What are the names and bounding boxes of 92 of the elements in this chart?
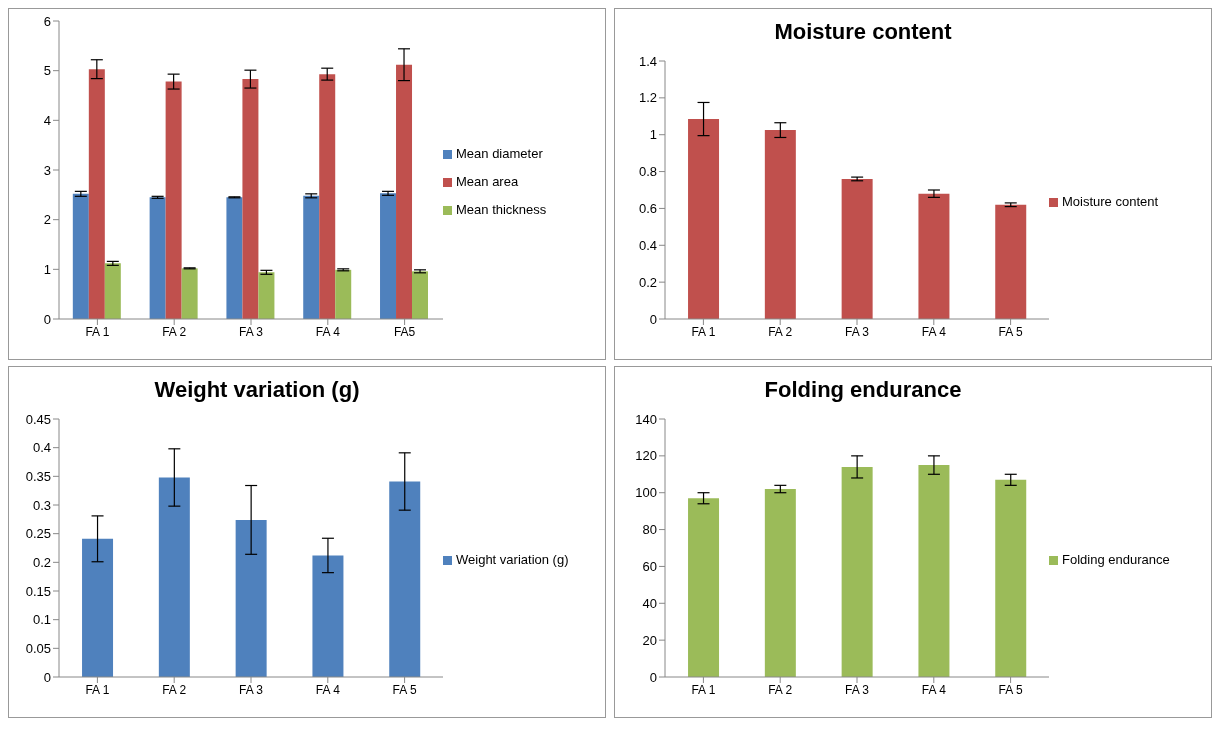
x-tick-label: FA 2 xyxy=(162,324,187,339)
x-tick-label: FA 4 xyxy=(921,682,947,697)
y-tick-label: 0.8 xyxy=(638,164,657,180)
x-tick-label: FA 3 xyxy=(238,682,264,697)
x-tick-label: FA 5 xyxy=(998,682,1023,697)
bar xyxy=(389,481,421,677)
bar xyxy=(88,69,105,319)
legend-label: Mean thickness xyxy=(456,201,547,217)
legend-label: Folding endurance xyxy=(1062,551,1170,567)
y-tick-label: 0.3 xyxy=(32,497,51,513)
legend-label: Mean diameter xyxy=(456,145,543,161)
y-tick-label: 0 xyxy=(649,311,657,327)
y-tick-label: 0 xyxy=(43,311,51,327)
y-tick-label: 100 xyxy=(635,485,657,501)
y-tick-label: 0.15 xyxy=(25,583,51,599)
y-tick-label: 140 xyxy=(635,411,657,427)
y-tick-label: 0.35 xyxy=(25,468,51,484)
bar xyxy=(412,271,429,319)
y-tick-label: 0 xyxy=(649,669,657,685)
x-tick-label: FA 1 xyxy=(691,324,716,339)
x-tick-label: FA 4 xyxy=(315,324,341,339)
x-tick-label: FA 2 xyxy=(768,324,793,339)
bar xyxy=(380,193,397,319)
x-tick-label: FA 4 xyxy=(921,324,947,339)
bar xyxy=(242,79,259,319)
chart-title: Moisture content xyxy=(773,18,953,46)
bar xyxy=(688,119,720,319)
x-tick-label: FA5 xyxy=(393,324,416,339)
bar xyxy=(104,263,121,319)
y-tick-label: 1 xyxy=(649,127,657,143)
bar xyxy=(158,477,190,677)
y-tick-label: 6 xyxy=(43,13,51,29)
y-tick-label: 0.05 xyxy=(25,640,51,656)
y-tick-label: 4 xyxy=(43,112,51,128)
bar xyxy=(258,272,275,319)
legend-label: Moisture content xyxy=(1062,193,1159,209)
bar xyxy=(918,193,950,319)
x-tick-label: FA 5 xyxy=(392,682,417,697)
y-tick-label: 0.4 xyxy=(638,237,657,253)
y-tick-label: 0 xyxy=(43,669,51,685)
bar xyxy=(764,130,796,319)
bar xyxy=(72,193,89,319)
bar xyxy=(303,195,320,319)
bar xyxy=(995,204,1027,319)
y-tick-label: 60 xyxy=(642,559,657,575)
y-tick-label: 0.2 xyxy=(32,554,51,570)
chart-title: Folding endurance xyxy=(763,376,963,404)
y-tick-label: 80 xyxy=(642,522,657,538)
bar xyxy=(841,178,873,319)
legend-label: Weight variation (g) xyxy=(456,551,569,567)
bar xyxy=(319,74,336,319)
bar xyxy=(995,479,1027,677)
chart-title: Weight variation (g) xyxy=(153,376,361,404)
bar xyxy=(688,498,720,677)
y-tick-label: 120 xyxy=(635,448,657,464)
x-tick-label: FA 3 xyxy=(238,324,264,339)
x-tick-label: FA 3 xyxy=(844,682,870,697)
bar xyxy=(165,81,182,319)
bar xyxy=(764,489,796,677)
y-tick-label: 1.2 xyxy=(638,90,657,106)
x-tick-label: FA 2 xyxy=(768,682,793,697)
bar xyxy=(918,465,950,677)
y-tick-label: 2 xyxy=(43,212,51,228)
y-tick-label: 0.6 xyxy=(638,201,657,217)
bar xyxy=(149,197,166,319)
y-tick-label: 5 xyxy=(43,63,51,79)
y-tick-label: 1 xyxy=(43,261,51,277)
bar xyxy=(226,197,243,319)
bar xyxy=(396,64,413,319)
bar xyxy=(312,555,344,677)
x-tick-label: FA 1 xyxy=(85,682,110,697)
bar xyxy=(841,466,873,677)
x-tick-label: FA 1 xyxy=(691,682,716,697)
y-tick-label: 0.2 xyxy=(638,274,657,290)
y-tick-label: 0.1 xyxy=(32,612,51,628)
bar xyxy=(181,268,198,319)
x-tick-label: FA 1 xyxy=(85,324,110,339)
y-tick-label: 20 xyxy=(642,632,657,648)
x-tick-label: FA 3 xyxy=(844,324,870,339)
y-tick-label: 0.4 xyxy=(32,440,51,456)
y-tick-label: 1.4 xyxy=(638,53,657,69)
x-tick-label: FA 4 xyxy=(315,682,341,697)
y-tick-label: 0.45 xyxy=(25,411,51,427)
bar xyxy=(235,519,267,677)
bar xyxy=(335,269,352,319)
y-tick-label: 0.25 xyxy=(25,526,51,542)
y-tick-label: 40 xyxy=(642,595,657,611)
x-tick-label: FA 2 xyxy=(162,682,187,697)
bar xyxy=(82,538,114,677)
x-tick-label: FA 5 xyxy=(998,324,1023,339)
legend-label: Mean area xyxy=(456,173,519,189)
y-tick-label: 3 xyxy=(43,162,51,178)
